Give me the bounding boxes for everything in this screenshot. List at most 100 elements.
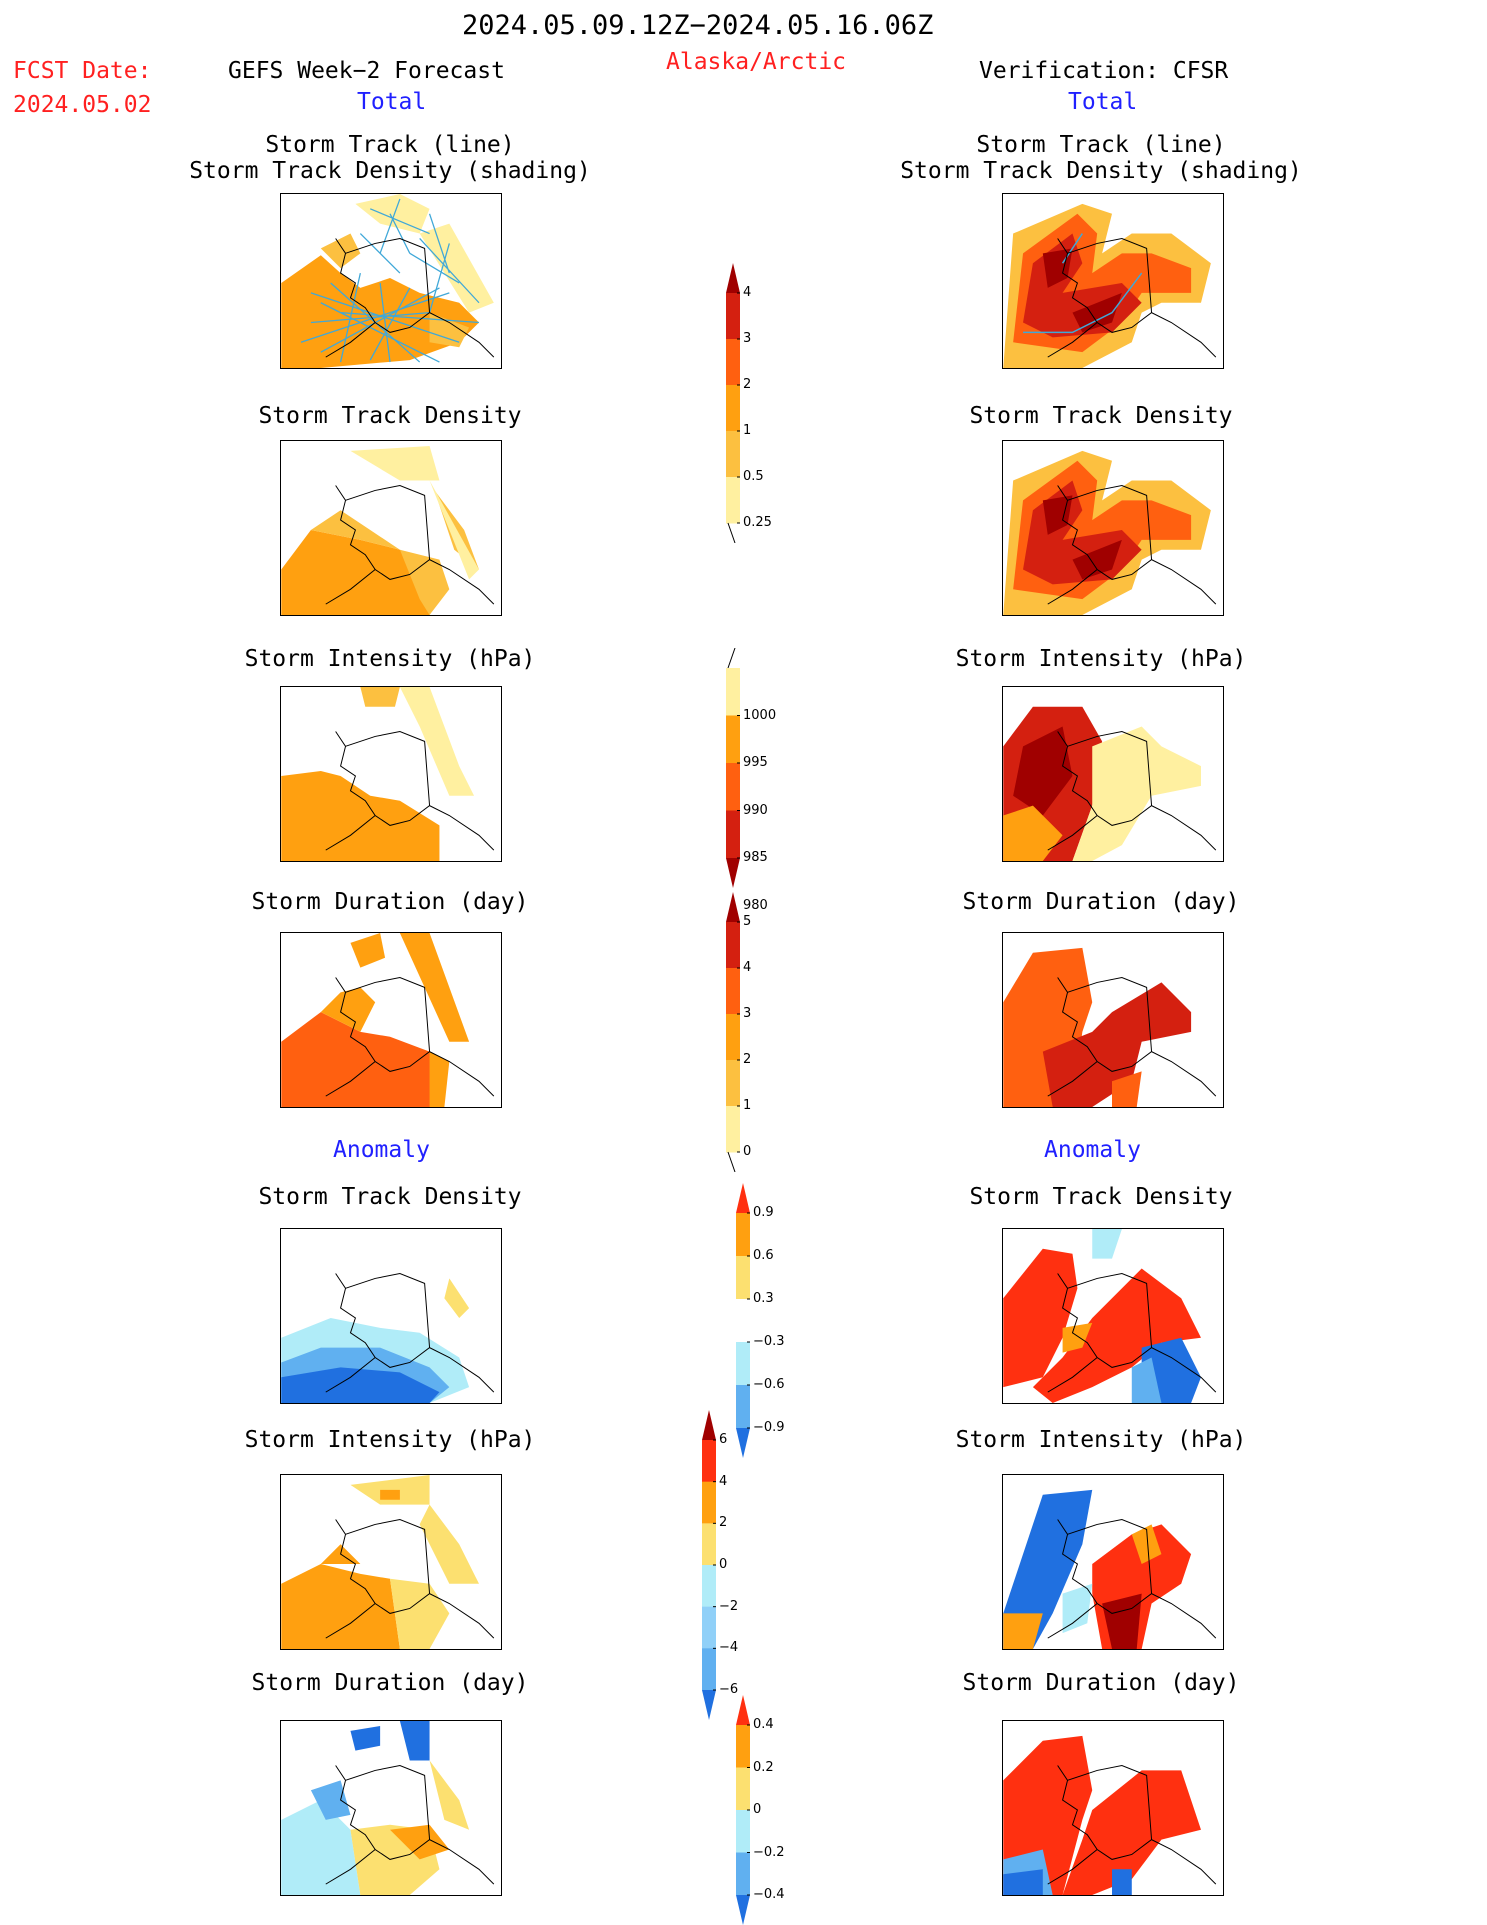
anom-duration-colorbar: 0.4 0.2 0 −0.2 −0.4 — [734, 1695, 854, 1925]
colorbar-label: −0.9 — [753, 1420, 785, 1435]
colorbar-label: −4 — [719, 1640, 739, 1656]
colorbar-extension-top — [736, 1183, 750, 1213]
colorbar-label: 0 — [743, 1144, 752, 1159]
verification-duration-map — [1002, 932, 1224, 1108]
title-line: Storm Track Density (shading) — [900, 158, 1302, 185]
colorbar-segment — [736, 1852, 750, 1896]
right-track-line-title: Storm Track (line) Storm Track Density (… — [861, 132, 1341, 185]
colorbar-label: 0.6 — [753, 1248, 774, 1263]
colorbar-label: 2 — [743, 1052, 752, 1067]
left-anom-duration-title: Storm Duration (day) — [251, 1670, 529, 1696]
left-track-density-title: Storm Track Density — [258, 403, 522, 429]
verification-anom-duration-map — [1002, 1720, 1224, 1896]
colorbar-label: 0 — [719, 1557, 728, 1572]
verification-total-label: Total — [1068, 89, 1138, 115]
colorbar-graphic — [726, 263, 740, 543]
colorbar-label: 0.5 — [743, 469, 764, 484]
colorbar-segment — [726, 922, 740, 969]
forecast-intensity-map — [280, 686, 502, 862]
colorbar-label: 0 — [753, 1802, 762, 1817]
colorbar-segment — [726, 477, 740, 524]
colorbar-label: 1000 — [743, 707, 777, 723]
colorbar-label: 1 — [743, 423, 752, 438]
colorbar-extension-bottom — [702, 1690, 716, 1720]
forecast-anom-density-map — [280, 1228, 502, 1404]
colorbar-label: −2 — [719, 1598, 739, 1614]
colorbar-label: 3 — [743, 1006, 752, 1021]
colorbar-segment — [726, 1014, 740, 1061]
colorbar-segment — [736, 1256, 750, 1300]
forecast-anom-intensity-map — [280, 1474, 502, 1650]
title-line: Storm Track (line) — [976, 132, 1226, 158]
colorbar-graphic — [726, 892, 740, 1172]
colorbar-label: 5 — [743, 914, 752, 929]
right-duration-title: Storm Duration (day) — [962, 889, 1240, 915]
colorbar-segment — [736, 1725, 750, 1768]
colorbar-label: 0.4 — [753, 1717, 774, 1732]
forecast-duration-map — [280, 932, 502, 1108]
colorbar-label: 0.25 — [743, 515, 772, 530]
colorbar-end-line — [727, 648, 736, 669]
colorbar-label: 4 — [743, 960, 752, 975]
colorbar-label: −0.6 — [753, 1377, 785, 1392]
fcst-date-label: FCST Date: — [13, 58, 152, 84]
forecast-track-line-map — [280, 193, 502, 369]
colorbar-segment — [726, 1106, 740, 1153]
colorbar-label: 0.3 — [753, 1291, 774, 1306]
title-line: Storm Track (line) — [265, 132, 515, 158]
verification-track-density-map — [1002, 440, 1224, 616]
left-intensity-title: Storm Intensity (hPa) — [244, 646, 536, 672]
colorbar-extension-top — [702, 1410, 716, 1440]
colorbar-label: 995 — [743, 755, 768, 770]
colorbar-segment — [726, 293, 740, 340]
right-anom-intensity-title: Storm Intensity (hPa) — [955, 1427, 1247, 1453]
forecast-anom-duration-map — [280, 1720, 502, 1896]
verification-anom-density-map — [1002, 1228, 1224, 1404]
colorbar-segment — [736, 1342, 750, 1386]
colorbar-segment — [726, 431, 740, 478]
colorbar-label: −6 — [719, 1682, 739, 1697]
colorbar-segment — [726, 668, 740, 716]
verification-anomaly-label: Anomaly — [1044, 1137, 1141, 1163]
colorbar-label: −0.3 — [753, 1334, 785, 1349]
colorbar-segment — [736, 1385, 750, 1429]
colorbar-extension-bottom — [726, 858, 740, 888]
colorbar-label: 6 — [719, 1432, 728, 1447]
colorbar-label: 4 — [743, 285, 752, 300]
colorbar-label: 985 — [743, 850, 768, 865]
left-duration-title: Storm Duration (day) — [251, 889, 529, 915]
colorbar-segment — [736, 1767, 750, 1811]
colorbar-segment — [702, 1648, 716, 1691]
density-colorbar: 4 3 2 1 0.5 0.25 — [724, 263, 844, 543]
region-label: Alaska/Arctic — [666, 49, 847, 75]
colorbar-label: 2 — [743, 377, 752, 392]
colorbar-segment — [702, 1440, 716, 1483]
colorbar-label: 4 — [719, 1473, 728, 1489]
date-range-title: 2024.05.09.12Z−2024.05.16.06Z — [462, 10, 934, 41]
colorbar-graphic — [736, 1695, 750, 1925]
intensity-colorbar: 1000 995 990 985 980 — [724, 648, 844, 912]
verification-title: Verification: CFSR — [979, 58, 1229, 84]
colorbar-label: 3 — [743, 331, 752, 346]
left-anom-density-title: Storm Track Density — [258, 1184, 522, 1210]
forecast-title: GEFS Week−2 Forecast — [228, 58, 505, 84]
colorbar-label: −0.2 — [753, 1844, 785, 1860]
colorbar-segment — [702, 1523, 716, 1566]
colorbar-label: 0.9 — [753, 1205, 774, 1220]
verification-track-line-map — [1002, 193, 1224, 369]
colorbar-label: 990 — [743, 802, 768, 818]
colorbar-graphic — [702, 1410, 716, 1720]
colorbar-label: 2 — [719, 1515, 728, 1531]
colorbar-segment — [702, 1481, 716, 1524]
colorbar-segment — [736, 1299, 750, 1343]
forecast-track-density-map — [280, 440, 502, 616]
colorbar-graphic — [736, 1183, 750, 1458]
forecast-anomaly-label: Anomaly — [333, 1137, 430, 1163]
colorbar-segment — [726, 810, 740, 859]
colorbar-end-line — [727, 522, 736, 543]
colorbar-label: 980 — [743, 897, 768, 913]
left-anom-intensity-title: Storm Intensity (hPa) — [244, 1427, 536, 1453]
left-track-line-title: Storm Track (line) Storm Track Density (… — [150, 132, 630, 185]
right-anom-duration-title: Storm Duration (day) — [962, 1670, 1240, 1696]
right-anom-density-title: Storm Track Density — [969, 1184, 1233, 1210]
